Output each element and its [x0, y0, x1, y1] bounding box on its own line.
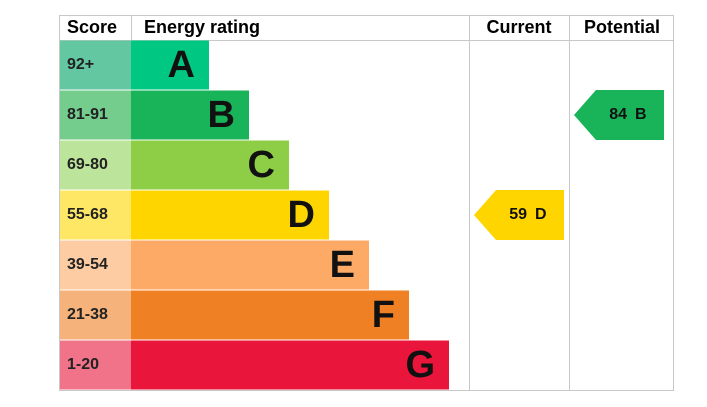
rating-bar: [131, 190, 329, 240]
score-label: 39-54: [67, 256, 108, 273]
rating-letter: A: [168, 44, 195, 86]
score-cell: [60, 190, 131, 240]
rating-letter: D: [288, 194, 315, 236]
score-cell: [60, 340, 131, 390]
rating-letter: B: [208, 94, 235, 136]
rating-bar: [131, 140, 289, 190]
score-label: 92+: [67, 56, 94, 73]
score-cell: [60, 40, 131, 90]
potential-arrow: [574, 90, 664, 140]
rating-bar: [131, 90, 249, 140]
rating-letter: E: [330, 244, 355, 286]
score-label: 1-20: [67, 356, 99, 373]
score-cell: [60, 90, 131, 140]
score-cell: [60, 140, 131, 190]
score-label: 69-80: [67, 156, 108, 173]
rating-bar: [131, 340, 449, 390]
current-value: 59: [509, 206, 527, 223]
frame: [59, 15, 674, 391]
potential-band: B: [635, 106, 647, 123]
rating-letter: G: [405, 344, 435, 386]
rating-letter: C: [248, 144, 275, 186]
header-score: Score: [67, 17, 117, 37]
rating-letter: F: [372, 294, 395, 336]
score-label: 55-68: [67, 206, 108, 223]
score-cell: [60, 240, 131, 290]
header-rating: Energy rating: [144, 17, 260, 37]
current-band: D: [535, 206, 547, 223]
header-current: Current: [486, 17, 551, 37]
rating-bar: [131, 240, 369, 290]
score-cell: [60, 290, 131, 340]
score-label: 81-91: [67, 106, 108, 123]
header-potential: Potential: [584, 17, 660, 37]
current-arrow: [474, 190, 564, 240]
potential-value: 84: [609, 106, 627, 123]
score-label: 21-38: [67, 306, 108, 323]
rating-bar: [131, 40, 209, 90]
rating-bar: [131, 290, 409, 340]
